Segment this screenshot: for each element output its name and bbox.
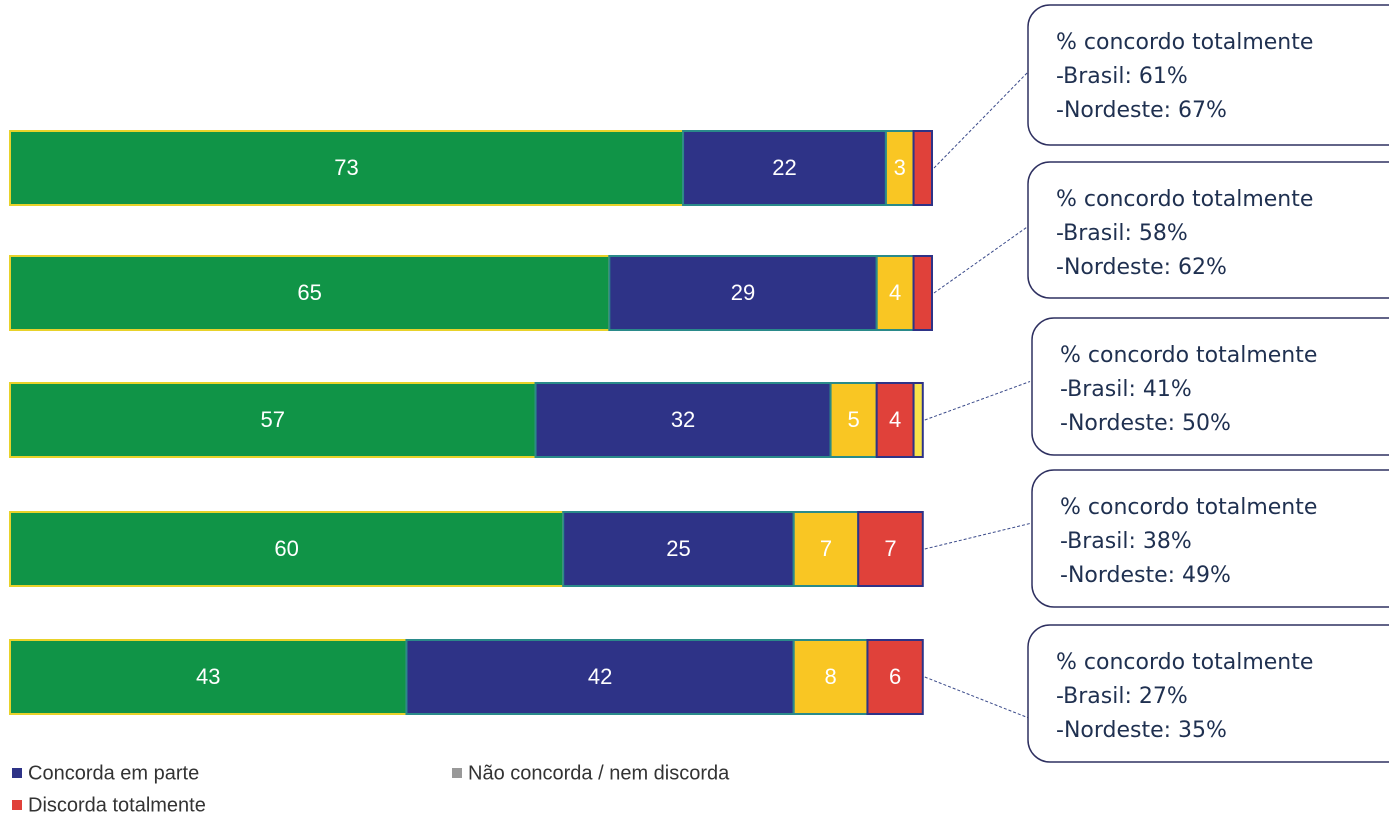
bar-segment [884, 130, 915, 206]
bar-segment [562, 511, 795, 587]
callout-text: -Brasil: 61% [1056, 64, 1188, 89]
bar-segment [829, 382, 878, 458]
callout-text: -Nordeste: 49% [1060, 563, 1231, 588]
callout-text: -Brasil: 38% [1060, 529, 1192, 554]
bar-segment [534, 382, 832, 458]
data-label: 42 [588, 664, 612, 689]
data-label: 8 [824, 664, 836, 689]
bar-segment [912, 382, 924, 458]
bar-segment [792, 639, 869, 715]
bar-segment [875, 255, 915, 331]
data-label: 3 [894, 155, 906, 180]
legend-label: Concorda em parte [28, 762, 199, 784]
connector [933, 224, 1031, 294]
bar-segment [9, 130, 685, 206]
data-label: 22 [772, 155, 796, 180]
data-label: 57 [261, 407, 285, 432]
bar-segment [9, 255, 611, 331]
connector [924, 381, 1031, 421]
data-label: 4 [889, 407, 901, 432]
callout-text: -Brasil: 41% [1060, 377, 1192, 402]
callout-box [1031, 317, 1389, 456]
bar-segment [875, 382, 915, 458]
callout-text: % concordo totalmente [1060, 495, 1317, 520]
bar-segment [792, 511, 860, 587]
bar-segment [405, 639, 795, 715]
data-label: 43 [196, 664, 220, 689]
callout-text: % concordo totalmente [1056, 650, 1313, 675]
data-label: 7 [884, 536, 896, 561]
legend-label: Não concorda / nem discorda [468, 762, 730, 784]
callout-box [1027, 624, 1389, 763]
bar-segment [857, 511, 924, 587]
bar-segment [866, 639, 924, 715]
callout-text: -Nordeste: 50% [1060, 411, 1231, 436]
data-label: 7 [820, 536, 832, 561]
connector [924, 523, 1031, 550]
bar-segment [608, 255, 878, 331]
connector [933, 69, 1031, 169]
legend-swatch [452, 768, 462, 778]
data-label: 65 [297, 280, 321, 305]
callout-text: -Brasil: 58% [1056, 221, 1188, 246]
bar-segment [9, 382, 537, 458]
callout-box [1027, 4, 1389, 146]
data-label: 73 [334, 155, 358, 180]
callout-text: -Nordeste: 62% [1056, 255, 1227, 280]
data-label: 4 [889, 280, 901, 305]
data-label: 5 [848, 407, 860, 432]
callout-text: % concordo totalmente [1056, 187, 1313, 212]
legend-swatch [12, 768, 22, 778]
callout-box [1031, 469, 1389, 608]
data-label: 32 [671, 407, 695, 432]
callout-text: -Nordeste: 67% [1056, 98, 1227, 123]
connector [924, 676, 1031, 719]
data-label: 29 [731, 280, 755, 305]
callout-text: -Nordeste: 35% [1056, 718, 1227, 743]
callout-text: -Brasil: 27% [1056, 684, 1188, 709]
data-label: 25 [666, 536, 690, 561]
bar-segment [912, 130, 933, 206]
callout-box [1027, 161, 1389, 299]
data-label: 6 [889, 664, 901, 689]
bar-segment [682, 130, 887, 206]
legend-swatch [12, 800, 22, 810]
callout-text: % concordo totalmente [1056, 30, 1313, 55]
callout-text: % concordo totalmente [1060, 343, 1317, 368]
legend-label: Discorda totalmente [28, 794, 206, 816]
data-label: 60 [274, 536, 298, 561]
bar-segment [912, 255, 933, 331]
